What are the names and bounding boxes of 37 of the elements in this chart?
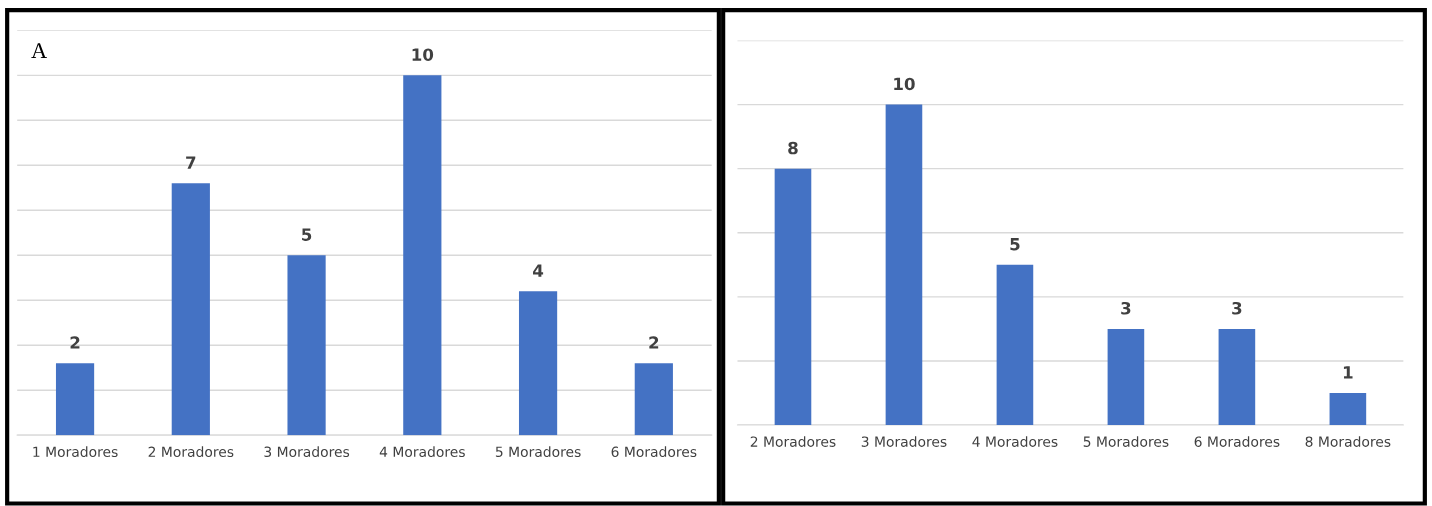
x-tick-label: 3 Moradores <box>861 436 947 447</box>
x-tick-label: 3 Moradores <box>264 446 350 458</box>
data-label: 8 <box>788 141 798 155</box>
data-label: 10 <box>412 48 434 61</box>
data-label: 5 <box>1010 238 1020 251</box>
data-label: 3 <box>1232 301 1242 315</box>
x-tick-label: 6 Moradores <box>1194 436 1280 447</box>
bar <box>287 255 326 436</box>
bar <box>634 363 673 436</box>
x-tick-label: 2 Moradores <box>148 446 234 458</box>
x-tick-label: 4 Moradores <box>379 446 465 458</box>
data-label: 2 <box>70 336 80 349</box>
bar <box>1329 392 1367 426</box>
data-label: 3 <box>1121 301 1131 315</box>
x-tick-label: 8 Moradores <box>1305 436 1391 447</box>
data-label: 5 <box>302 228 312 241</box>
x-tick-label: 1 Moradores <box>33 446 118 458</box>
x-tick-label: 5 Moradores <box>495 446 581 458</box>
bar <box>403 75 442 436</box>
bar <box>1107 328 1145 426</box>
annotation: A <box>31 43 47 58</box>
bar <box>518 291 558 436</box>
x-tick-label: 5 Moradores <box>1083 436 1169 447</box>
bar <box>55 363 95 436</box>
x-tick-label: 6 Moradores <box>611 446 697 458</box>
data-label: 7 <box>186 156 196 169</box>
data-label: 2 <box>649 336 659 349</box>
bar <box>171 183 210 436</box>
bar <box>996 264 1034 426</box>
x-tick-label: 4 Moradores <box>972 436 1058 447</box>
bar <box>774 168 812 426</box>
data-label: 1 <box>1343 366 1353 379</box>
bar <box>885 104 923 426</box>
x-tick-label: 2 Moradores <box>750 436 836 447</box>
data-label: 4 <box>533 264 544 277</box>
data-label: 10 <box>894 77 915 91</box>
bar <box>1218 328 1256 426</box>
